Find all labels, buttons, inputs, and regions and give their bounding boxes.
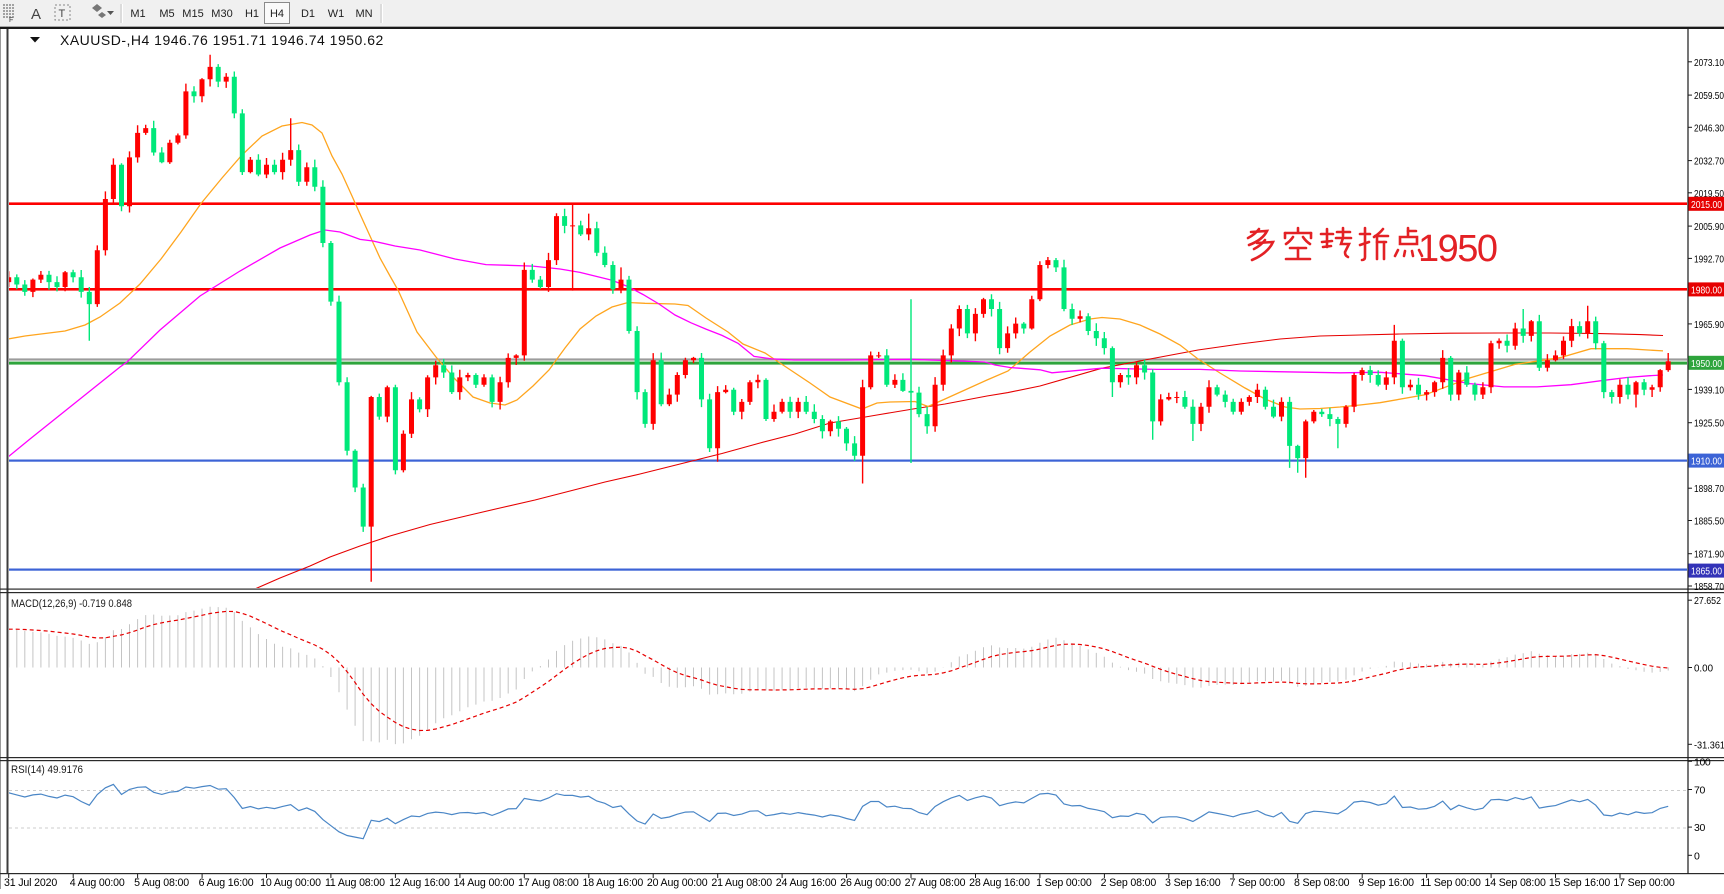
svg-text:1939.10: 1939.10 bbox=[1694, 384, 1724, 396]
svg-text:2005.90: 2005.90 bbox=[1694, 221, 1724, 233]
svg-text:1980.00: 1980.00 bbox=[1691, 284, 1722, 296]
svg-text:17 Sep 00:00: 17 Sep 00:00 bbox=[1613, 877, 1674, 889]
svg-text:1950.00: 1950.00 bbox=[1691, 358, 1722, 370]
svg-text:6 Aug 16:00: 6 Aug 16:00 bbox=[199, 877, 254, 889]
svg-text:1992.70: 1992.70 bbox=[1694, 253, 1724, 265]
svg-text:2073.10: 2073.10 bbox=[1694, 57, 1724, 69]
svg-text:F: F bbox=[9, 17, 13, 24]
svg-text:1 Sep 00:00: 1 Sep 00:00 bbox=[1036, 877, 1092, 889]
svg-text:4 Aug 00:00: 4 Aug 00:00 bbox=[70, 877, 125, 889]
svg-text:D1: D1 bbox=[301, 8, 315, 20]
svg-text:2032.70: 2032.70 bbox=[1694, 156, 1724, 168]
svg-text:T: T bbox=[59, 8, 66, 20]
svg-text:14 Sep 08:00: 14 Sep 08:00 bbox=[1484, 877, 1545, 889]
svg-text:21 Aug 08:00: 21 Aug 08:00 bbox=[711, 877, 772, 889]
svg-text:1910.00: 1910.00 bbox=[1691, 456, 1722, 468]
svg-text:30: 30 bbox=[1694, 822, 1705, 834]
svg-text:W1: W1 bbox=[328, 8, 345, 20]
svg-text:5 Aug 08:00: 5 Aug 08:00 bbox=[134, 877, 189, 889]
svg-text:MN: MN bbox=[355, 8, 372, 20]
svg-text:27 Aug 08:00: 27 Aug 08:00 bbox=[905, 877, 966, 889]
svg-text:MACD(12,26,9) -0.719 0.848: MACD(12,26,9) -0.719 0.848 bbox=[11, 598, 132, 610]
svg-text:28 Aug 16:00: 28 Aug 16:00 bbox=[969, 877, 1030, 889]
svg-text:14 Aug 00:00: 14 Aug 00:00 bbox=[454, 877, 515, 889]
svg-text:26 Aug 00:00: 26 Aug 00:00 bbox=[840, 877, 901, 889]
svg-text:1871.90: 1871.90 bbox=[1694, 549, 1724, 561]
svg-text:0.00: 0.00 bbox=[1694, 663, 1713, 675]
svg-text:1885.50: 1885.50 bbox=[1694, 516, 1724, 528]
svg-text:15 Sep 16:00: 15 Sep 16:00 bbox=[1549, 877, 1610, 889]
svg-text:M15: M15 bbox=[182, 8, 203, 20]
svg-text:24 Aug 16:00: 24 Aug 16:00 bbox=[776, 877, 837, 889]
svg-text:11 Sep 00:00: 11 Sep 00:00 bbox=[1420, 877, 1481, 889]
svg-text:8 Sep 08:00: 8 Sep 08:00 bbox=[1294, 877, 1350, 889]
svg-text:1858.70: 1858.70 bbox=[1694, 581, 1724, 593]
svg-text:31 Jul 2020: 31 Jul 2020 bbox=[4, 877, 57, 889]
svg-text:M5: M5 bbox=[159, 8, 174, 20]
svg-text:1950: 1950 bbox=[1418, 228, 1497, 270]
svg-text:H1: H1 bbox=[245, 8, 259, 20]
svg-text:2059.50: 2059.50 bbox=[1694, 90, 1724, 102]
svg-text:70: 70 bbox=[1694, 785, 1705, 797]
svg-text:2046.30: 2046.30 bbox=[1694, 122, 1724, 134]
svg-text:12 Aug 16:00: 12 Aug 16:00 bbox=[389, 877, 450, 889]
svg-text:M30: M30 bbox=[211, 8, 232, 20]
svg-text:1865.00: 1865.00 bbox=[1691, 566, 1722, 578]
svg-text:XAUUSD-,H4 1946.76 1951.71 19: XAUUSD-,H4 1946.76 1951.71 1946.74 1950.… bbox=[60, 32, 384, 48]
svg-text:17 Aug 08:00: 17 Aug 08:00 bbox=[518, 877, 579, 889]
svg-text:RSI(14) 49.9176: RSI(14) 49.9176 bbox=[11, 764, 83, 776]
svg-text:9 Sep 16:00: 9 Sep 16:00 bbox=[1358, 877, 1414, 889]
svg-text:11 Aug 08:00: 11 Aug 08:00 bbox=[325, 877, 385, 889]
svg-text:18 Aug 16:00: 18 Aug 16:00 bbox=[582, 877, 643, 889]
svg-text:20 Aug 00:00: 20 Aug 00:00 bbox=[647, 877, 708, 889]
svg-text:1898.70: 1898.70 bbox=[1694, 483, 1724, 495]
svg-text:3 Sep 16:00: 3 Sep 16:00 bbox=[1165, 877, 1221, 889]
svg-text:100: 100 bbox=[1694, 756, 1711, 768]
svg-text:A: A bbox=[31, 6, 41, 23]
svg-text:2015.00: 2015.00 bbox=[1691, 199, 1722, 211]
svg-text:27.652: 27.652 bbox=[1694, 595, 1721, 607]
svg-text:2 Sep 08:00: 2 Sep 08:00 bbox=[1101, 877, 1157, 889]
svg-text:1925.50: 1925.50 bbox=[1694, 418, 1724, 430]
svg-text:10 Aug 00:00: 10 Aug 00:00 bbox=[260, 877, 321, 889]
svg-text:-31.361: -31.361 bbox=[1694, 739, 1724, 751]
svg-text:7 Sep 00:00: 7 Sep 00:00 bbox=[1229, 877, 1285, 889]
svg-text:M1: M1 bbox=[130, 8, 145, 20]
svg-text:0: 0 bbox=[1694, 850, 1700, 862]
svg-text:1965.90: 1965.90 bbox=[1694, 319, 1724, 331]
svg-text:H4: H4 bbox=[270, 8, 284, 20]
